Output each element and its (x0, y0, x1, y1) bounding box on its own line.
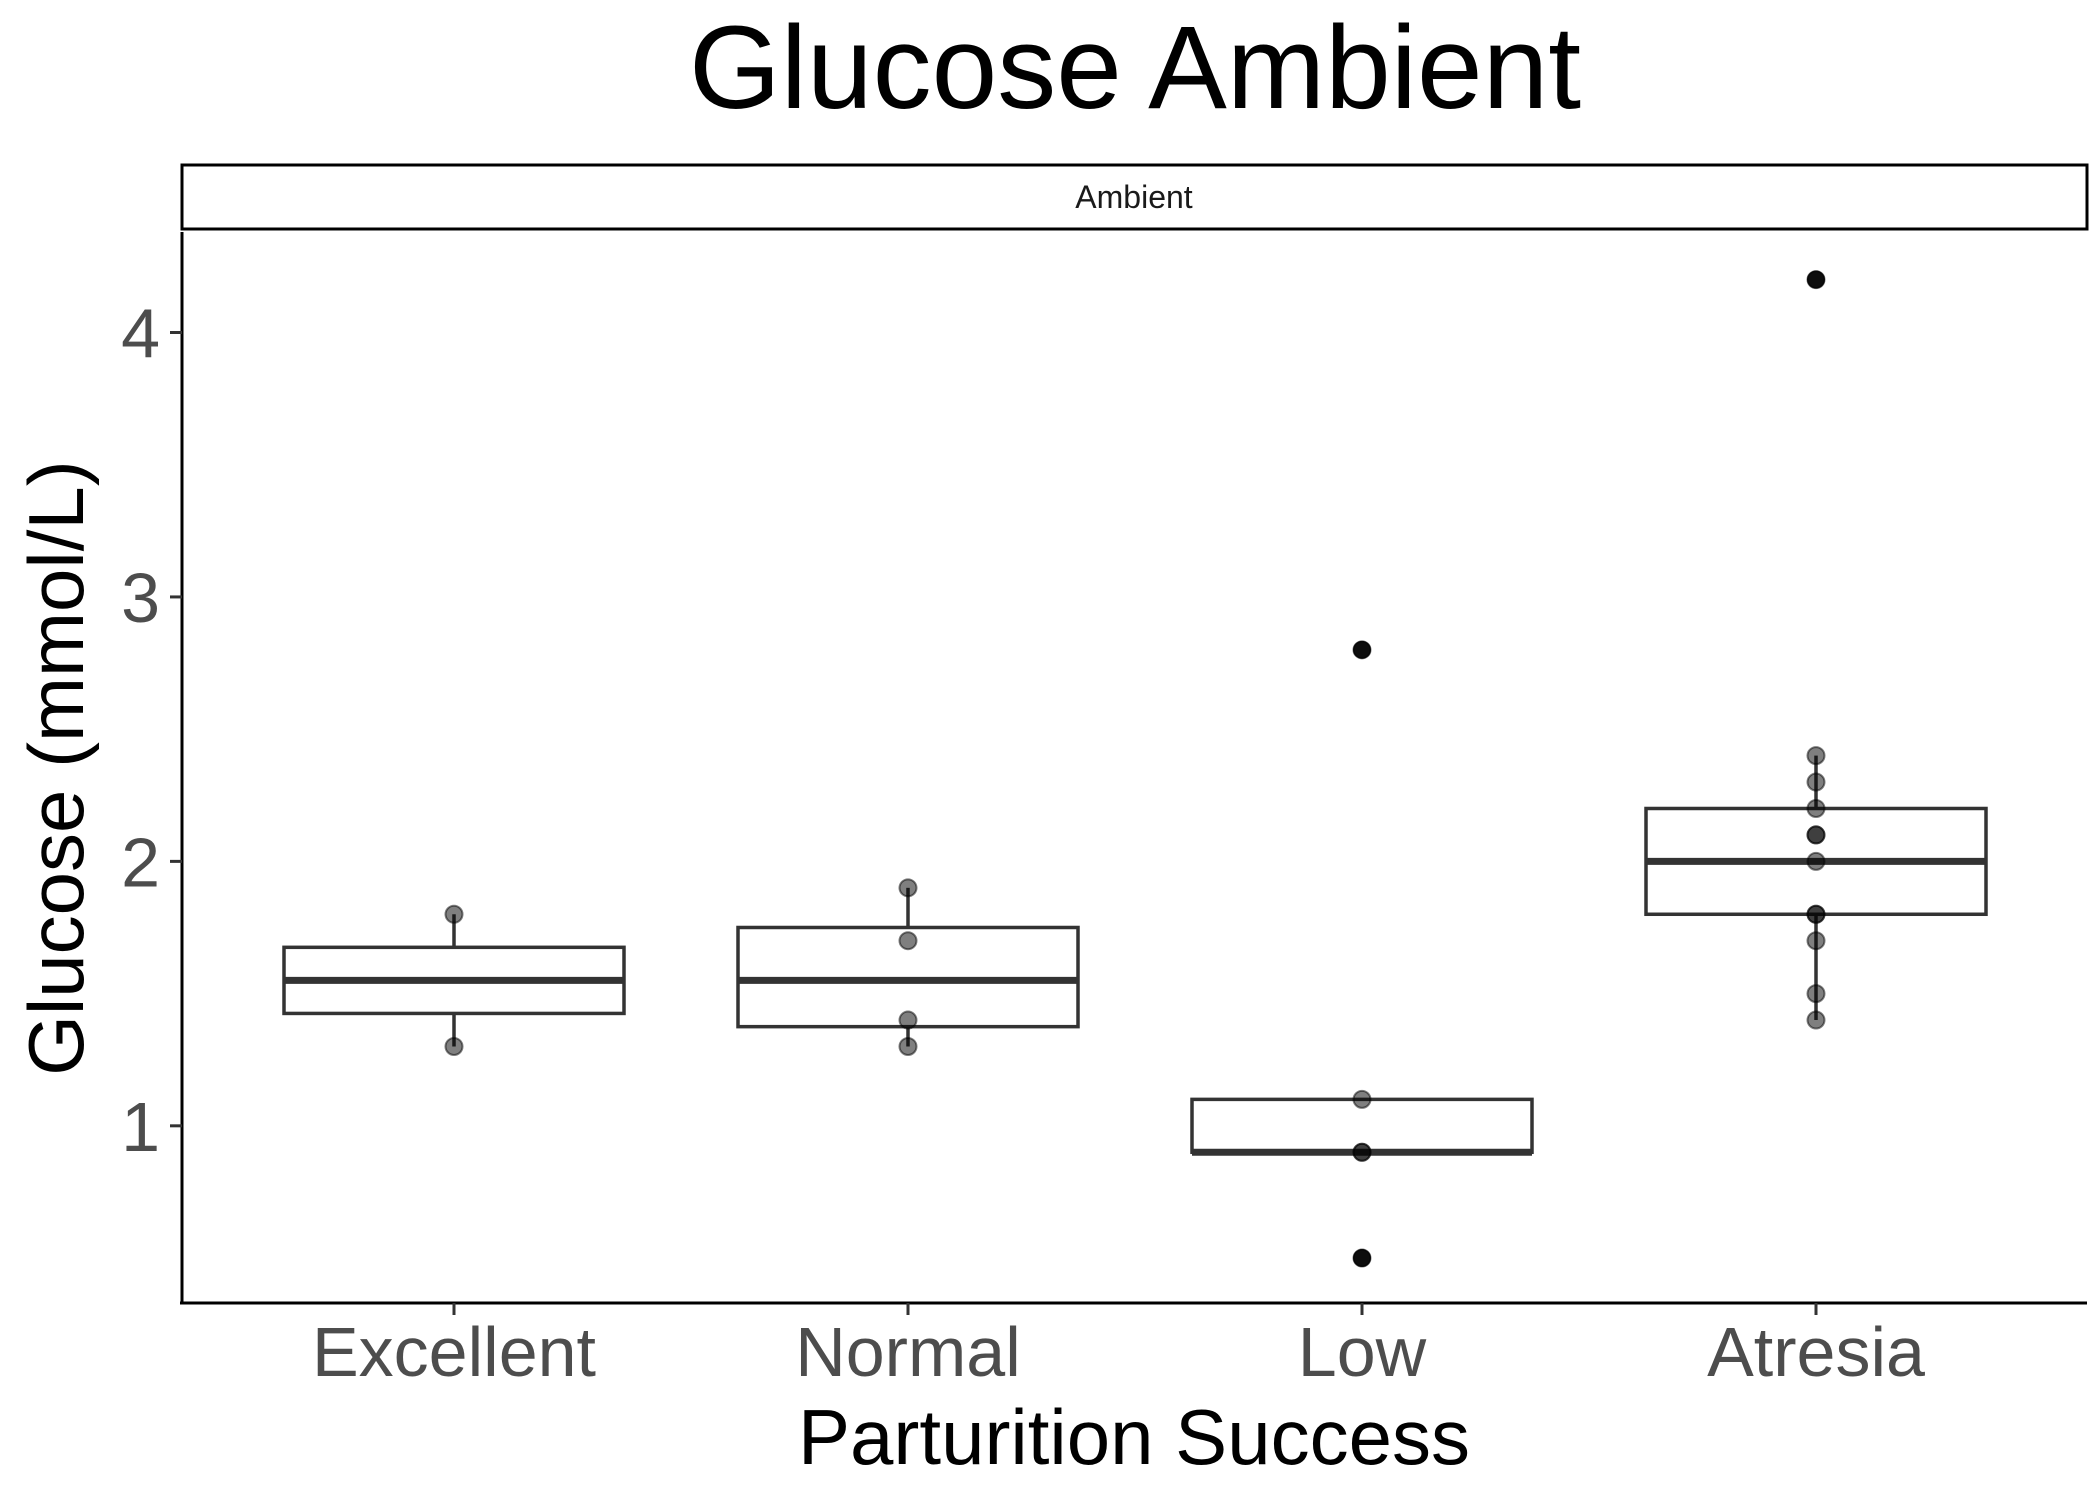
y-tick-label: 2 (121, 823, 160, 901)
data-point (444, 904, 464, 924)
data-point (1352, 1248, 1372, 1268)
y-axis-ticks: 1 2 3 4 (121, 294, 182, 1166)
data-point (898, 878, 918, 898)
data-point (1806, 851, 1826, 871)
facet-strip-label: Ambient (1075, 179, 1193, 215)
y-tick-label: 4 (121, 294, 160, 372)
data-point (1806, 931, 1826, 951)
data-point (1806, 746, 1826, 766)
facet-strip: Ambient (180, 163, 2089, 231)
data-point (1806, 772, 1826, 792)
data-point (1806, 904, 1826, 924)
data-point (898, 931, 918, 951)
box-excellent (282, 914, 626, 1047)
data-point (1806, 825, 1826, 845)
facet-strip-box (180, 163, 2089, 231)
x-tick-label: Atresia (1707, 1313, 1925, 1391)
x-tick-label: Excellent (312, 1313, 596, 1391)
x-axis-ticks: Excellent Normal Low Atresia (312, 1303, 1925, 1391)
data-point (1806, 798, 1826, 818)
box-low (1190, 640, 1534, 1268)
chart-title: Glucose Ambient (689, 2, 1581, 134)
y-tick-label: 3 (121, 559, 160, 637)
data-point (1352, 640, 1372, 660)
x-axis-title: Parturition Success (798, 1393, 1470, 1481)
point-series (444, 270, 1826, 1268)
y-axis-title: Glucose (mmol/L) (12, 460, 100, 1075)
data-point (1806, 1010, 1826, 1030)
data-point (1806, 984, 1826, 1004)
data-point (1352, 1142, 1372, 1162)
data-point (1806, 270, 1826, 290)
data-point (1352, 1089, 1372, 1109)
data-point (898, 1036, 918, 1056)
y-tick-label: 1 (121, 1088, 160, 1166)
data-point (898, 1010, 918, 1030)
x-tick-label: Normal (795, 1313, 1021, 1391)
box-series (282, 270, 1988, 1268)
data-point (444, 1036, 464, 1056)
x-tick-label: Low (1298, 1313, 1427, 1391)
